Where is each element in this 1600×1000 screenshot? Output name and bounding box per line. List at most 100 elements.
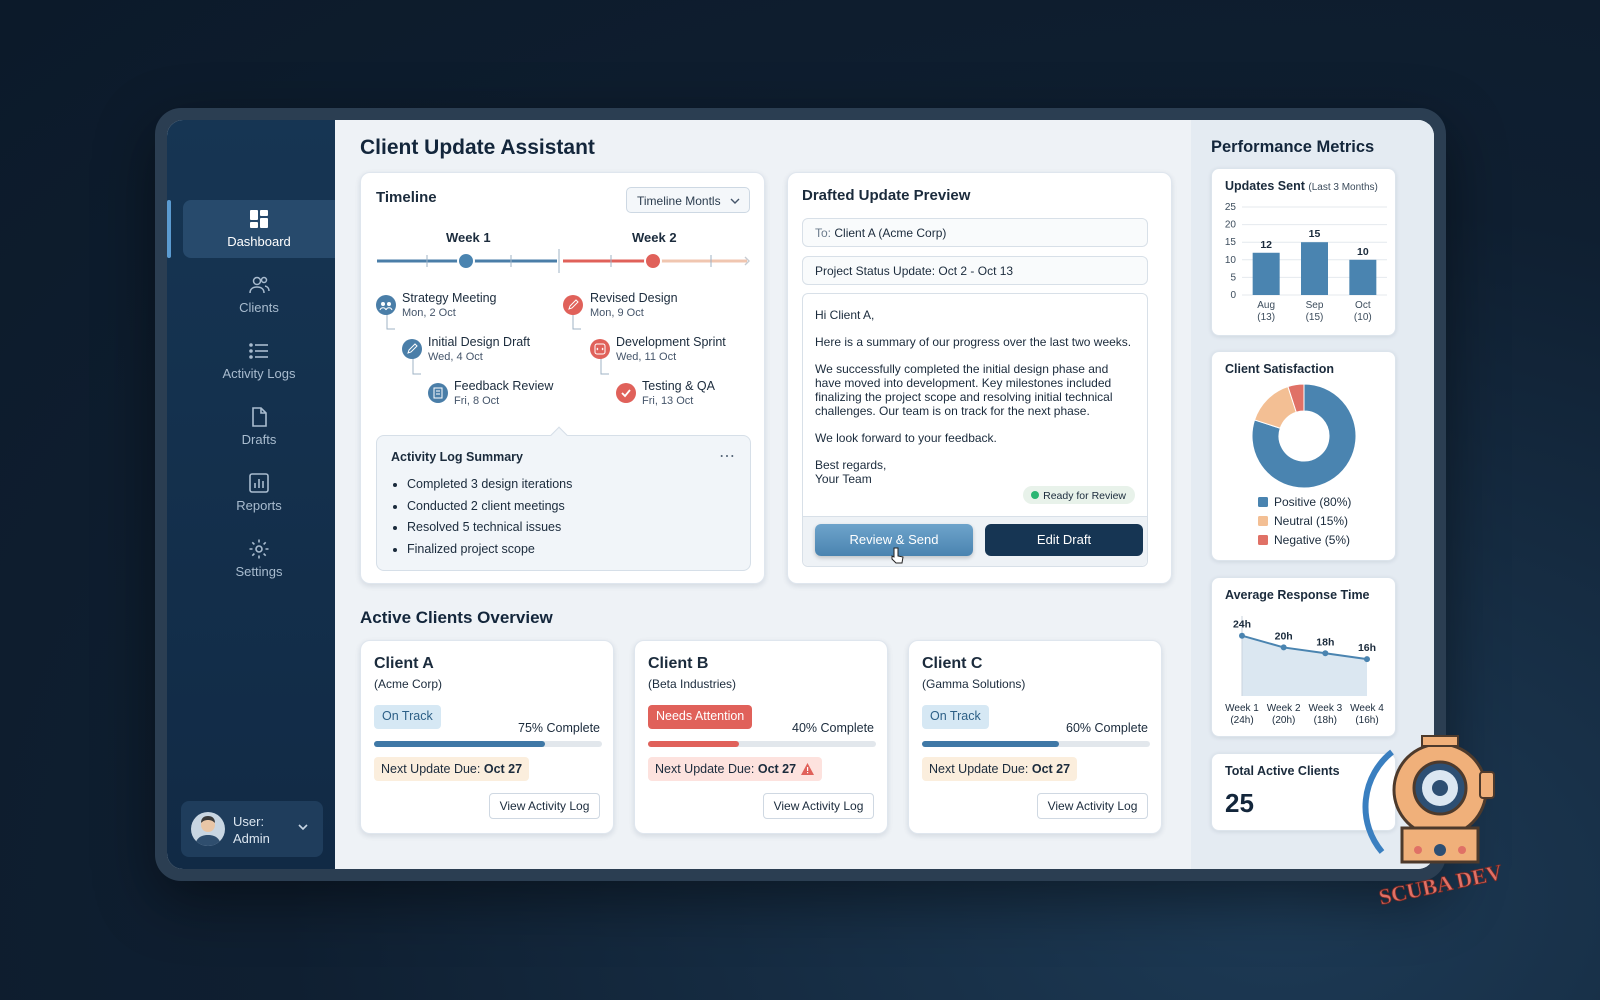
sidebar-item-settings[interactable]: Settings (183, 530, 335, 588)
cursor-icon (891, 547, 904, 564)
timeline-track (377, 249, 750, 375)
view-activity-log-button[interactable]: View Activity Log (1037, 793, 1148, 819)
data-point (1239, 632, 1245, 639)
main-content: Client Update Assistant Timeline Timelin… (335, 120, 1191, 869)
document-icon (428, 383, 448, 403)
event-name: Revised Design (590, 291, 678, 305)
avatar (191, 812, 225, 846)
total-clients-title: Total Active Clients (1225, 764, 1340, 778)
chart-subtitle: (Last 3 Months) (1308, 182, 1378, 193)
area-fill (1242, 635, 1367, 696)
x-tick-label: Oct (1355, 300, 1371, 311)
pie-slice (1287, 383, 1305, 413)
x-tick-label: (24h) (1230, 715, 1253, 726)
progress-fill (374, 741, 545, 747)
sidebar-item-activity-logs[interactable]: Activity Logs (183, 332, 335, 390)
response-time-card: Average Response Time 24h Week 1 (24h) 20h W… (1211, 577, 1396, 737)
timeline-event[interactable]: Testing & QA Fri, 13 Oct (642, 379, 715, 409)
timeline-event[interactable]: Strategy Meeting Mon, 2 Oct (402, 291, 497, 321)
timeline-range-dropdown[interactable]: Timeline Montls (626, 187, 750, 213)
dropdown-value: Timeline Montls (637, 194, 721, 208)
to-label: To: (815, 226, 832, 240)
event-name: Development Sprint (616, 335, 726, 349)
legend-swatch (1258, 516, 1268, 526)
legend-label: Neutral (15%) (1274, 514, 1348, 528)
to-value: Client A (Acme Corp) (834, 226, 947, 240)
y-tick-label: 15 (1225, 237, 1237, 248)
edit-draft-button[interactable]: Edit Draft (985, 524, 1143, 556)
x-tick-label: (10) (1354, 312, 1372, 323)
client-company: (Beta Industries) (648, 677, 737, 691)
client-company: (Acme Corp) (374, 677, 443, 691)
next-update-due: Next Update Due: Oct 27 (374, 757, 530, 781)
due-date: Oct 27 (1031, 762, 1071, 776)
client-name: Client A (374, 655, 434, 672)
view-activity-log-button[interactable]: View Activity Log (489, 793, 600, 819)
event-name: Strategy Meeting (402, 291, 497, 305)
user-menu[interactable]: User: Admin (181, 801, 323, 857)
pie-slice (1251, 383, 1357, 489)
client-name: Client C (922, 655, 983, 672)
status-badge: Ready for Review (1023, 486, 1135, 504)
data-label: 12 (1260, 239, 1272, 251)
summary-title: Activity Log Summary (391, 450, 523, 464)
data-point (1280, 644, 1287, 651)
sidebar-item-label: Reports (236, 498, 282, 513)
status-dot (1031, 491, 1040, 499)
status-badge: On Track (922, 705, 989, 729)
activity-log-summary: Activity Log Summary ⋯ Completed 3 desig… (376, 426, 751, 571)
list-item: Resolved 5 technical issues (407, 517, 572, 539)
chevron-down-icon (730, 198, 740, 204)
sidebar-item-dashboard[interactable]: Dashboard (167, 200, 335, 258)
client-card: Client C (Gamma Solutions) On Track 60% … (908, 640, 1162, 834)
x-tick-label: (15) (1306, 312, 1324, 323)
data-label: 15 (1309, 228, 1321, 240)
check-icon (616, 383, 636, 403)
recipient-field[interactable]: To: Client A (Acme Corp) (802, 218, 1148, 247)
performance-panel: Performance Metrics Updates Sent (Last 3… (1191, 120, 1434, 869)
greeting: Hi Client A, (815, 308, 875, 322)
subject-field[interactable]: Project Status Update: Oct 2 - Oct 13 (802, 256, 1148, 285)
sidebar-item-drafts[interactable]: Drafts (183, 398, 335, 456)
x-tick-label: Week 2 (1267, 703, 1301, 714)
more-options-icon[interactable]: ⋯ (719, 448, 736, 465)
gear-icon (249, 539, 269, 559)
timeline-event[interactable]: Initial Design Draft Wed, 4 Oct (428, 335, 530, 365)
series-line (1241, 634, 1368, 661)
chart-title: Updates Sent (1225, 179, 1305, 193)
due-date: Oct 27 (483, 762, 523, 776)
timeline-event[interactable]: Development Sprint Wed, 11 Oct (616, 335, 726, 365)
client-card: Client B (Beta Industries) Needs Attenti… (634, 640, 888, 834)
response-time-chart: 24h Week 1(24h) 20h Week 2(20h) 18h Week 3(18… (1225, 616, 1384, 726)
event-name: Initial Design Draft (428, 335, 531, 349)
due-label: Next Update Due: (381, 762, 481, 776)
due-label: Next Update Due: (929, 762, 1029, 776)
progress-bar (648, 741, 876, 747)
progress-bar (374, 741, 602, 747)
progress-text: 75% Complete (518, 721, 600, 735)
timeline-event[interactable]: Revised Design Mon, 9 Oct (590, 291, 678, 321)
pencil-icon (563, 295, 583, 315)
data-label: 24h (1233, 619, 1251, 631)
timeline-card: Timeline Timeline Montls Week 1 Week 2 (360, 172, 765, 584)
progress-text: 40% Complete (792, 721, 874, 735)
page-title: Client Update Assistant (360, 136, 595, 159)
timeline-event[interactable]: Feedback Review Fri, 8 Oct (454, 379, 553, 409)
chart-icon (249, 473, 269, 493)
sidebar-item-clients[interactable]: Clients (183, 266, 335, 324)
legend-swatch (1258, 535, 1268, 545)
sidebar-item-reports[interactable]: Reports (183, 464, 335, 522)
chart-title: Client Satisfaction (1225, 362, 1335, 376)
chevron-down-icon (298, 824, 308, 831)
status-text: Ready for Review (1043, 490, 1126, 502)
legend-label: Positive (80%) (1274, 495, 1351, 509)
view-activity-log-button[interactable]: View Activity Log (763, 793, 874, 819)
progress-text: 60% Complete (1066, 721, 1148, 735)
data-label: 10 (1357, 246, 1369, 258)
y-tick-label: 0 (1230, 290, 1236, 301)
message-body[interactable]: Hi Client A, Here is a summary of our pr… (802, 293, 1148, 567)
updates-bar-chart: 0 5 10 15 20 25 12 Aug(13) 15 Sep(15) 10 Oct(10) (1225, 202, 1387, 323)
event-date: Wed, 4 Oct (428, 351, 483, 363)
bar (1349, 259, 1377, 295)
x-tick-label: (16h) (1355, 715, 1378, 726)
